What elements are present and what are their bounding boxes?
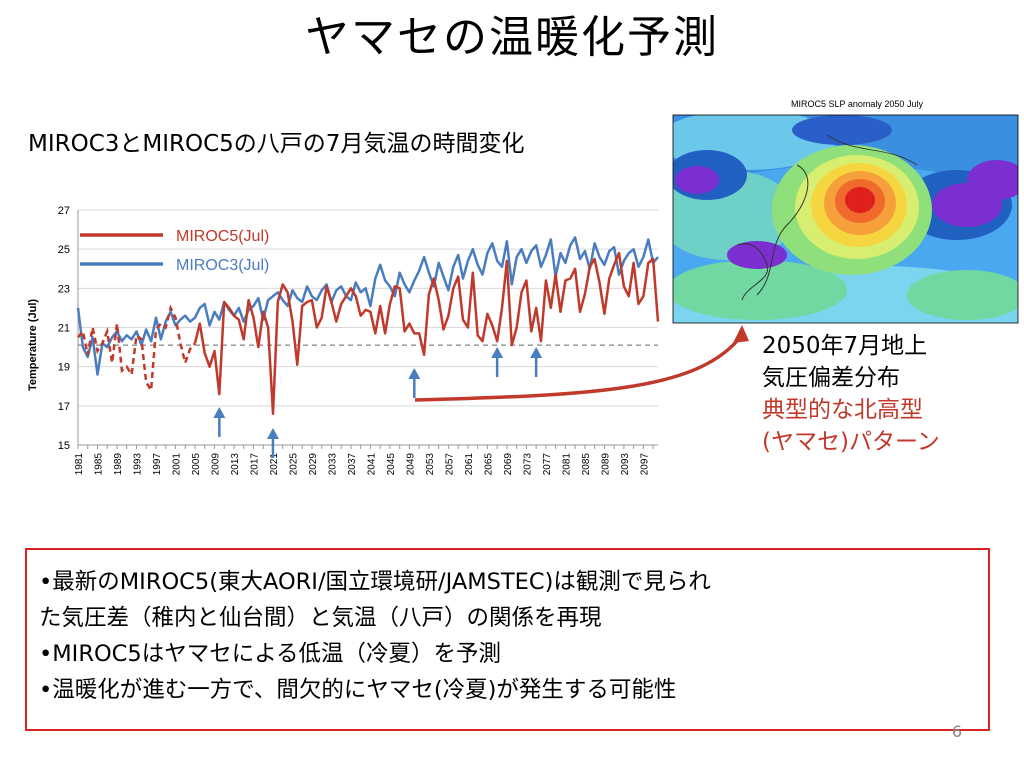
x-tick-label: 2025 [288,453,299,476]
highlight-arrow-head [530,347,543,358]
temperature-line-chart: 15 17 19 21 23 25 27 1981 1985 1989 1993 1997 2001 20… [27,205,660,475]
x-tick-label: 2061 [464,453,475,476]
y-tick-label: 23 [58,283,70,295]
x-tick-label: 2069 [503,453,514,476]
x-tick-label: 2077 [542,453,553,476]
highlight-arrow-head [491,347,504,358]
x-tick-label: 1985 [93,453,104,476]
x-tick-label: 2073 [522,453,533,476]
x-tick-label: 2029 [308,453,319,476]
chart-series [76,236,660,415]
x-tick-label: 2053 [425,453,436,476]
bullet-line: •最新のMIROC5(東大AORI/国立環境研/JAMSTEC)は観測で見られ [39,569,711,595]
bullet-line: た気圧差（稚内と仙台間）と気温（八戸）の関係を再現 [39,605,602,631]
chart-axes: 15 17 19 21 23 25 27 1981 1985 1989 1993 1997 2001 20… [58,205,658,475]
summary-box: •最新のMIROC5(東大AORI/国立環境研/JAMSTEC)は観測で見られ … [25,548,990,731]
x-tick-label: 2093 [620,453,631,476]
x-tick-label: 2017 [249,453,260,476]
slp-anomaly-map: MIROC5 SLP anomaly 2050 July [667,95,1022,330]
legend-label: MIROC5(Jul) [176,228,269,245]
chart-subtitle: MIROC3とMIROC5の八戸の7月気温の時間変化 [28,131,525,157]
map-caption-line2: 気圧偏差分布 [762,365,900,391]
x-tick-label: 1989 [113,453,124,476]
series-line-miroc5-dashed [77,304,196,395]
x-tick-label: 2049 [405,453,416,476]
x-tick-label: 2005 [191,453,202,476]
y-tick-label: 15 [58,440,70,452]
map-caption-line1: 2050年7月地上 [762,333,928,359]
series-line-miroc3 [76,236,659,376]
x-tick-label: 2045 [386,453,397,476]
x-tick-label: 2097 [639,453,650,476]
bullet-line: •MIROC5はヤマセによる低温（冷夏）を予測 [39,641,502,667]
y-tick-label: 21 [58,323,70,335]
series-line-miroc5 [193,251,660,415]
x-tick-label: 2081 [561,453,572,476]
y-axis-label: Temperature (Jul) [27,299,39,391]
map-caption-red-line2: (ヤマセ)パターン [762,429,940,455]
map-caption: 2050年7月地上 気圧偏差分布 典型的な北高型 (ヤマセ)パターン [762,330,940,458]
x-tick-label: 2089 [600,453,611,476]
x-tick-label: 2021 [269,453,280,476]
x-tick-label: 2041 [366,453,377,476]
x-tick-label: 1981 [74,453,85,476]
y-tick-label: 27 [58,205,70,217]
chart-legend: MIROC5(Jul) MIROC3(Jul) [80,228,269,274]
x-tick-label: 2009 [210,453,221,476]
highlight-arrow-head [213,407,226,418]
y-tick-label: 19 [58,362,70,374]
y-tick-label: 17 [58,401,70,413]
slide-title: ヤマセの温暖化予測 [305,12,719,63]
y-tick-label: 25 [58,244,70,256]
page-number: 6 [951,722,962,741]
x-tick-label: 2001 [171,453,182,476]
highlight-arrow-head [266,428,279,439]
chart-gridlines [78,209,658,446]
x-tick-label: 2065 [483,453,494,476]
map-title: MIROC5 SLP anomaly 2050 July [791,99,923,109]
map-contours [673,115,1018,323]
legend-label: MIROC3(Jul) [176,257,269,274]
x-tick-label: 2033 [327,453,338,476]
highlight-arrow-head [408,368,421,379]
x-tick-label: 1997 [152,453,163,476]
x-tick-label: 2037 [347,453,358,476]
x-tick-label: 2057 [444,453,455,476]
highlight-arrows [213,347,543,458]
map-caption-red-line1: 典型的な北高型 [762,397,923,423]
x-tick-label: 2013 [230,453,241,476]
x-tick-label: 1993 [132,453,143,476]
x-tick-label: 2085 [581,453,592,476]
bullet-line: •温暖化が進む一方で、間欠的にヤマセ(冷夏)が発生する可能性 [39,677,677,703]
